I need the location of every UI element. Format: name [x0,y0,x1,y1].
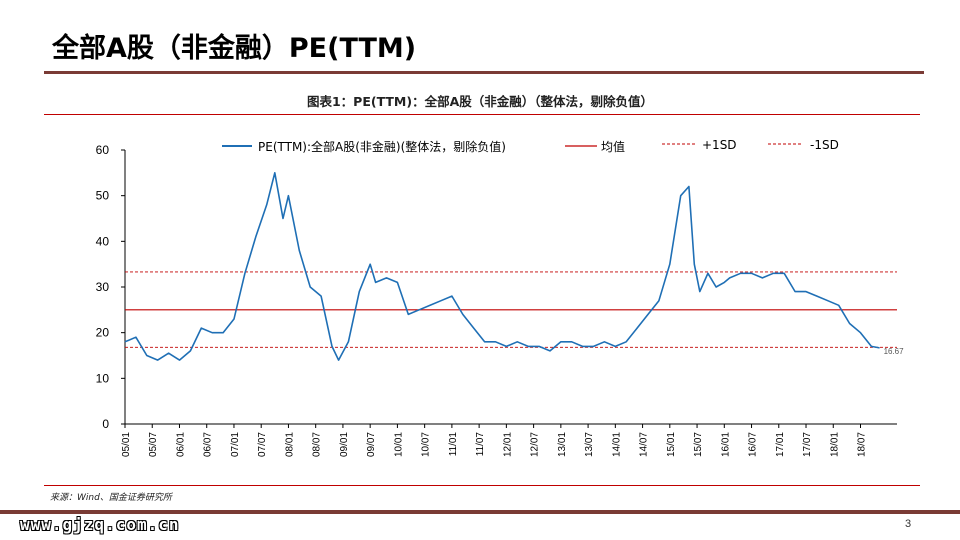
page-number: 3 [905,518,912,530]
x-tick-label: 05/07 [148,432,159,457]
x-tick-label: 07/01 [230,432,241,457]
chart-caption: 图表1：PE(TTM)：全部A股（非金融）（整体法，剔除负值） [306,94,654,109]
x-tick-label: 09/01 [339,432,350,457]
legend-label-mean: 均值 [601,139,625,154]
x-tick-label: 14/01 [611,432,622,457]
legend-label-minus-1sd: -1SD [810,138,839,152]
x-tick-label: 06/07 [203,432,214,457]
x-tick-label: 17/01 [775,432,786,457]
y-tick-label: 10 [96,371,110,385]
x-tick-label: 13/01 [557,432,568,457]
reference-lines [125,271,897,348]
x-tick-label: 08/07 [312,432,323,457]
x-tick-label: 18/01 [829,432,840,457]
caption-rule [44,114,920,115]
y-tick-label: 40 [96,234,110,248]
x-tick-label: 15/07 [693,432,704,457]
x-tick-label: 16/07 [748,432,759,457]
x-tick-label: 13/07 [584,432,595,457]
x-tick-label: 16/01 [720,432,731,457]
y-tick-label: 50 [96,189,110,203]
source-rule [44,485,920,486]
watermark: www.gjzq.com.cn [20,515,180,534]
y-tick-label: 0 [102,417,109,431]
x-tick-label: 08/01 [284,432,295,457]
x-tick-label: 05/01 [121,432,132,457]
x-tick-label: 18/07 [856,432,867,457]
x-tick-label: 10/01 [393,432,404,457]
legend-label-series: PE(TTM):全部A股(非金融)(整体法，剔除负值) [258,139,506,154]
y-tick-label: 20 [96,326,110,340]
x-tick-label: 15/01 [666,432,677,457]
slide-title: 全部A股（非金融）PE(TTM) [52,33,417,64]
chart-axes: 0 10 20 30 40 50 60 05/01 05/07 06/01 06/07 07/01 07… [96,143,897,457]
end-value-label: 16.67 [884,347,905,356]
source-note: 来源：Wind、国金证券研究所 [50,493,172,503]
x-tick-label: 10/07 [421,432,432,457]
x-tick-label: 06/01 [175,432,186,457]
series-line [124,172,880,361]
legend-label-plus-1sd: +1SD [702,138,737,152]
x-tick-label: 11/01 [448,432,459,457]
title-rule [44,71,924,74]
x-tick-label: 17/07 [802,432,813,457]
x-tick-label: 12/01 [502,432,513,457]
x-tick-label: 07/07 [257,432,268,457]
x-tick-label: 11/07 [475,432,486,457]
chart-legend: PE(TTM):全部A股(非金融)(整体法，剔除负值) 均值 +1SD -1SD [222,138,839,154]
footer-bar [0,510,960,514]
x-tick-label: 12/07 [530,432,541,457]
y-tick-label: 30 [96,280,110,294]
x-tick-label: 09/07 [366,432,377,457]
series-group: 16.67 [124,172,905,361]
x-tick-label: 14/07 [639,432,650,457]
y-tick-label: 60 [96,143,110,157]
